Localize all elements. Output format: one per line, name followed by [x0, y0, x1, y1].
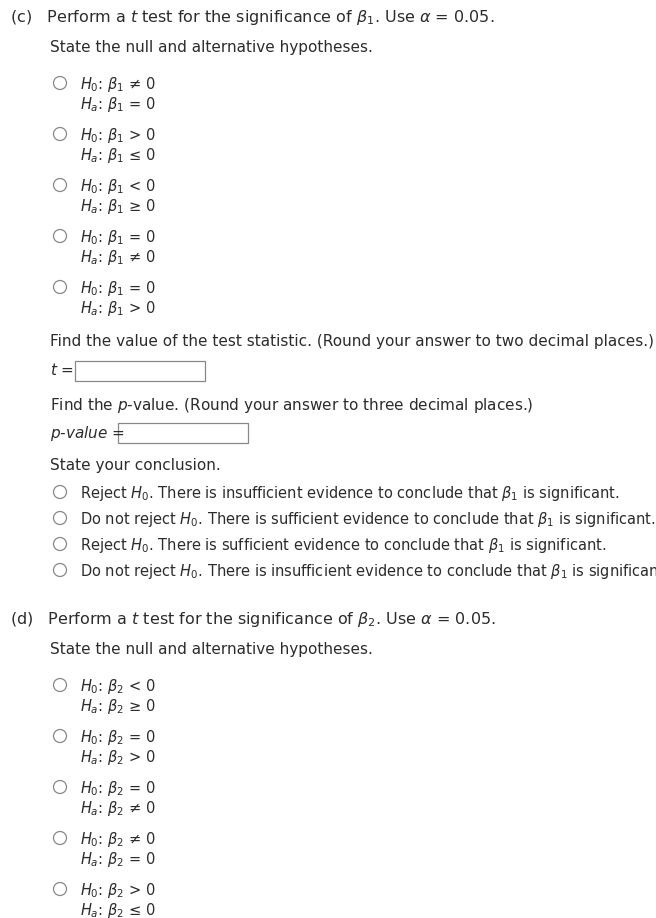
FancyBboxPatch shape [75, 361, 205, 381]
Text: $H_0$: $\beta_2$ ≠ 0: $H_0$: $\beta_2$ ≠ 0 [80, 830, 155, 849]
Text: Find the $p$-value. (Round your answer to three decimal places.): Find the $p$-value. (Round your answer t… [50, 396, 533, 415]
Text: Do not reject $H_0$. There is sufficient evidence to conclude that $\beta_1$ is : Do not reject $H_0$. There is sufficient… [80, 510, 655, 529]
Text: $H_0$: $\beta_1$ = 0: $H_0$: $\beta_1$ = 0 [80, 228, 155, 247]
Text: (d)   Perform a $t$ test for the significance of $\beta_2$. Use $\alpha$ = 0.05.: (d) Perform a $t$ test for the significa… [10, 610, 496, 629]
Text: $H_a$: $\beta_2$ > 0: $H_a$: $\beta_2$ > 0 [80, 748, 155, 767]
Text: $H_a$: $\beta_2$ ≤ 0: $H_a$: $\beta_2$ ≤ 0 [80, 901, 155, 918]
Text: $H_a$: $\beta_1$ ≠ 0: $H_a$: $\beta_1$ ≠ 0 [80, 248, 155, 267]
Text: Find the value of the test statistic. (Round your answer to two decimal places.): Find the value of the test statistic. (R… [50, 334, 654, 349]
Text: $H_a$: $\beta_1$ ≥ 0: $H_a$: $\beta_1$ ≥ 0 [80, 197, 155, 216]
FancyBboxPatch shape [118, 423, 248, 443]
Text: $H_0$: $\beta_2$ = 0: $H_0$: $\beta_2$ = 0 [80, 728, 155, 747]
Text: $H_a$: $\beta_2$ ≠ 0: $H_a$: $\beta_2$ ≠ 0 [80, 799, 155, 818]
Text: $H_a$: $\beta_1$ ≤ 0: $H_a$: $\beta_1$ ≤ 0 [80, 146, 155, 165]
Text: $H_0$: $\beta_2$ > 0: $H_0$: $\beta_2$ > 0 [80, 881, 155, 900]
Text: $H_a$: $\beta_1$ > 0: $H_a$: $\beta_1$ > 0 [80, 299, 155, 318]
Text: $H_a$: $\beta_1$ = 0: $H_a$: $\beta_1$ = 0 [80, 95, 155, 114]
Text: $H_a$: $\beta_2$ ≥ 0: $H_a$: $\beta_2$ ≥ 0 [80, 697, 155, 716]
Text: Reject $H_0$. There is insufficient evidence to conclude that $\beta_1$ is signi: Reject $H_0$. There is insufficient evid… [80, 484, 619, 503]
Text: Do not reject $H_0$. There is insufficient evidence to conclude that $\beta_1$ i: Do not reject $H_0$. There is insufficie… [80, 562, 656, 581]
Text: Reject $H_0$. There is sufficient evidence to conclude that $\beta_1$ is signifi: Reject $H_0$. There is sufficient eviden… [80, 536, 606, 555]
Text: $H_0$: $\beta_1$ = 0: $H_0$: $\beta_1$ = 0 [80, 279, 155, 298]
Text: $t$ =: $t$ = [50, 362, 74, 378]
Text: $p$-value =: $p$-value = [50, 424, 125, 443]
Text: (c)   Perform a $t$ test for the significance of $\beta_1$. Use $\alpha$ = 0.05.: (c) Perform a $t$ test for the significa… [10, 8, 495, 27]
Text: $H_0$: $\beta_2$ < 0: $H_0$: $\beta_2$ < 0 [80, 677, 155, 696]
Text: State the null and alternative hypotheses.: State the null and alternative hypothese… [50, 40, 373, 55]
Text: State the null and alternative hypotheses.: State the null and alternative hypothese… [50, 642, 373, 657]
Text: $H_0$: $\beta_1$ ≠ 0: $H_0$: $\beta_1$ ≠ 0 [80, 75, 155, 94]
Text: State your conclusion.: State your conclusion. [50, 458, 221, 473]
Text: $H_0$: $\beta_2$ = 0: $H_0$: $\beta_2$ = 0 [80, 779, 155, 798]
Text: $H_0$: $\beta_1$ > 0: $H_0$: $\beta_1$ > 0 [80, 126, 155, 145]
Text: $H_0$: $\beta_1$ < 0: $H_0$: $\beta_1$ < 0 [80, 177, 155, 196]
Text: $H_a$: $\beta_2$ = 0: $H_a$: $\beta_2$ = 0 [80, 850, 155, 869]
